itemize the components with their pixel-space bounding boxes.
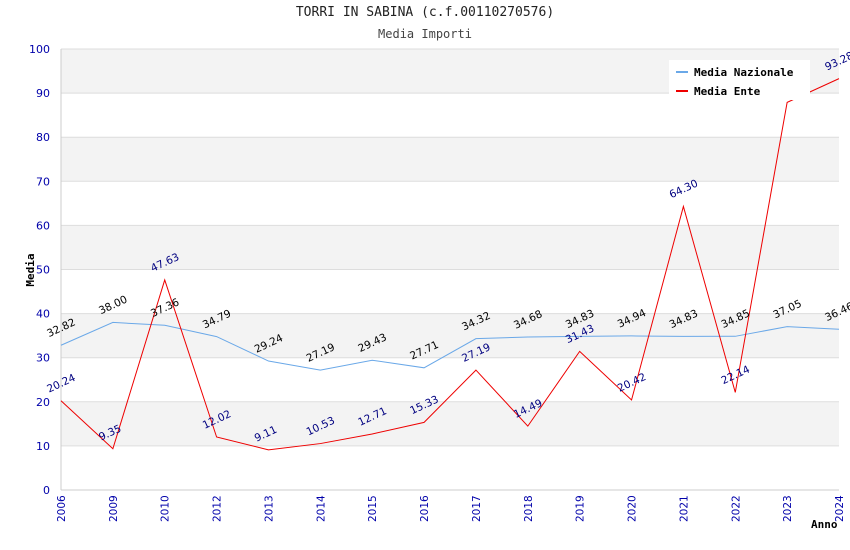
x-tick-label: 2017 <box>471 495 483 522</box>
y-tick-label: 20 <box>36 396 50 409</box>
grid-band <box>61 357 839 402</box>
x-tick-label: 2018 <box>523 495 535 522</box>
y-tick-label: 30 <box>36 352 50 365</box>
x-tick-label: 2013 <box>263 495 275 522</box>
series-line-nazionale <box>60 321 840 371</box>
grid-band <box>61 401 839 446</box>
x-tick-label: 2019 <box>575 495 587 522</box>
y-tick-label: 0 <box>43 484 50 497</box>
x-tick-label: 2016 <box>419 495 431 522</box>
x-tick-label: 2015 <box>367 495 379 522</box>
grid-band <box>61 269 839 314</box>
legend-label: Media Nazionale <box>694 66 794 79</box>
y-tick-label: 70 <box>36 175 50 188</box>
series-line-ente <box>60 78 840 451</box>
x-tick-label: 2024 <box>834 495 846 522</box>
y-tick-label: 50 <box>36 264 50 277</box>
x-axis-label: Anno <box>811 518 838 531</box>
grid-band <box>61 93 839 138</box>
x-tick-label: 2021 <box>678 495 690 522</box>
x-tick-label: 2014 <box>315 495 327 522</box>
y-tick-label: 60 <box>36 219 50 232</box>
x-tick-label: 2012 <box>212 495 224 522</box>
y-axis-label: Media <box>24 253 37 286</box>
y-tick-label: 90 <box>36 87 50 100</box>
x-tick-label: 2010 <box>160 495 172 522</box>
legend-label: Media Ente <box>694 85 761 98</box>
x-tick-label: 2020 <box>627 495 639 522</box>
grid-band <box>61 225 839 270</box>
legend-box <box>669 60 810 100</box>
x-tick-label: 2009 <box>108 495 120 522</box>
y-tick-label: 10 <box>36 440 50 453</box>
y-tick-label: 80 <box>36 131 50 144</box>
chart-title: TORRI IN SABINA (c.f.00110270576) <box>295 5 555 20</box>
x-tick-label: 2022 <box>730 495 742 522</box>
x-tick-label: 2023 <box>782 495 794 522</box>
grid-band <box>61 137 839 182</box>
x-tick-label: 2006 <box>56 495 68 522</box>
grid-band <box>61 445 839 490</box>
grid-band <box>61 313 839 358</box>
y-tick-label: 40 <box>36 308 50 321</box>
chart-subtitle: Media Importi <box>378 27 472 41</box>
grid-band <box>61 181 839 226</box>
y-tick-label: 100 <box>29 43 50 56</box>
